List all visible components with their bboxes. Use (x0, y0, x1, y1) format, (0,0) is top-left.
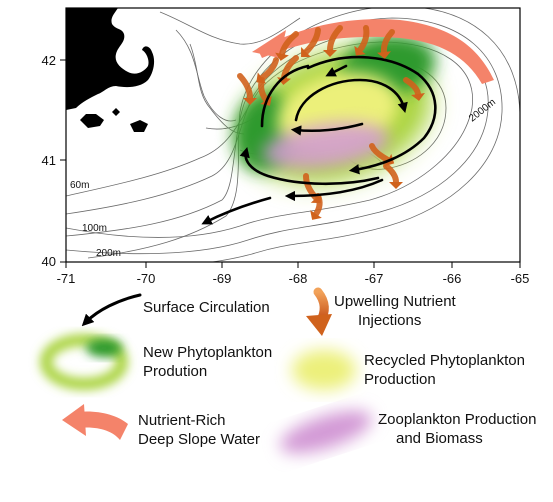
upwelling-arrows (237, 25, 425, 220)
upwelling-arrowhead (301, 47, 311, 57)
cape-cod (66, 8, 155, 110)
lat-tick-label: 41 (42, 153, 56, 168)
lon-tick-label: -67 (365, 271, 384, 286)
circulation-north-head (325, 64, 348, 77)
contour-label-100m: 100m (82, 223, 107, 234)
legend-deep-slope-water-label: Nutrient-Rich Deep Slope Water (138, 412, 261, 448)
lon-tick-label: -65 (511, 271, 530, 286)
lon-tick-label: -70 (137, 271, 156, 286)
islet (112, 108, 120, 116)
upwelling-arrowhead (411, 93, 425, 101)
productivity-zones (233, 35, 436, 184)
circulation-outflow-southwest (201, 196, 272, 225)
upwelling-arrow (279, 31, 299, 57)
upwelling-arrowhead (310, 210, 322, 220)
upwelling-arrow (357, 25, 370, 53)
upwelling-arrowhead (275, 52, 289, 61)
upwelling-arrow (258, 77, 269, 103)
latitude-tick-labels: 42 41 40 (42, 53, 56, 269)
contour-gulf-3 (159, 11, 301, 45)
upwelling-arrow (383, 163, 399, 185)
legend-new-phytoplankton-icon (40, 334, 128, 390)
lon-tick-label: -66 (443, 271, 462, 286)
lon-tick-label: -68 (289, 271, 308, 286)
lon-tick-label: -69 (213, 271, 232, 286)
legend-zooplankton-icon (280, 410, 372, 454)
upwelling-arrowhead (354, 45, 366, 56)
upwelling-arrow (327, 25, 343, 53)
contour-60m (66, 41, 474, 238)
map-frame (65, 7, 521, 263)
upwelling-arrow (237, 73, 253, 101)
upwelling-arrowhead (243, 98, 257, 105)
legend-deep-slope-water-icon (62, 404, 128, 440)
legend-upwelling-icon (306, 287, 332, 336)
circulation-gyre-outer-east (306, 55, 437, 175)
legend-recycled-phytoplankton-label: Recycled Phytoplankton Production (364, 352, 525, 388)
legend-recycled-phytoplankton-icon (292, 350, 356, 390)
contour-gulf-1 (189, 43, 245, 135)
upwelling-arrow (369, 143, 391, 163)
legend-zooplankton-label: Zooplankton Production and Biomass (378, 411, 537, 447)
contour-label-200m: 200m (96, 248, 121, 259)
longitude-tick-labels: -71 -70 -69 -68 -67 -66 -65 (57, 271, 530, 286)
upwelling-arrow (380, 29, 395, 55)
surface-circulation-arrows (201, 55, 437, 225)
upwelling-arrowhead (377, 51, 391, 59)
legend-surface-circulation-label: Surface Circulation (143, 299, 270, 316)
lat-tick-label: 40 (42, 254, 56, 269)
legend-new-phytoplankton-label: New Phytoplankton Prodution (143, 344, 273, 380)
upwelling-arrow (303, 27, 321, 55)
nantucket (130, 120, 148, 132)
circulation-gyre-inner (294, 78, 408, 122)
marthas-vineyard (80, 114, 104, 128)
upwelling-arrowhead (389, 182, 403, 189)
upwelling-arrowhead (323, 50, 337, 57)
upwelling-arrow (313, 193, 323, 217)
lon-tick-label: -71 (57, 271, 76, 286)
deep-slope-water-arrowhead (252, 30, 286, 58)
circulation-inner-return (290, 122, 364, 136)
circulation-outflow-south (284, 178, 384, 202)
legend-upwelling-label: Upwelling Nutrient Injections (334, 293, 456, 329)
tick-marks (60, 59, 521, 268)
circulation-gyre-west (260, 64, 310, 128)
upwelling-arrow (403, 77, 421, 97)
land-massachusetts (66, 8, 155, 132)
upwelling-arrow (259, 57, 279, 81)
contour-200m (66, 17, 503, 262)
contour-label-60m: 60m (70, 180, 89, 191)
lat-tick-label: 42 (42, 53, 56, 68)
contour-gulf-2 (175, 29, 237, 122)
circulation-gyre-south (239, 146, 380, 186)
legend-surface-circulation-icon (81, 293, 142, 327)
